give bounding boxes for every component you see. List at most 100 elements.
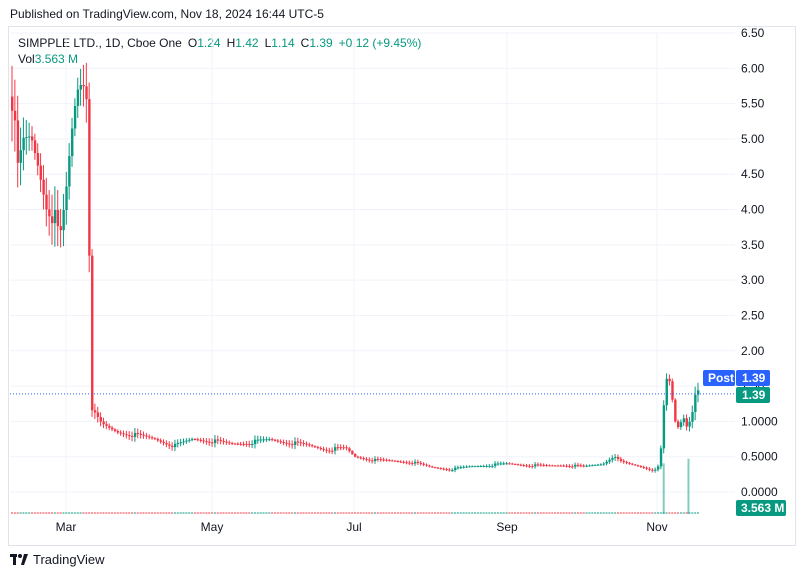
volume-bar (39, 512, 42, 514)
candle-body (622, 460, 626, 463)
candles (11, 62, 700, 473)
candle-body (242, 443, 245, 445)
candle-body (28, 136, 31, 138)
volume-bar (222, 512, 225, 514)
candle-body (531, 466, 534, 468)
candle-body (13, 110, 17, 121)
candle-body (111, 427, 114, 430)
candle-body (202, 440, 205, 442)
volume-bar (308, 512, 311, 514)
candle-body (508, 463, 511, 465)
volume-bar (494, 512, 497, 514)
candle-body (434, 467, 437, 469)
candle-body (659, 448, 663, 467)
volume-bar (296, 512, 299, 514)
volume-bar (539, 512, 542, 514)
volume-bar (634, 512, 637, 514)
candle-body (251, 444, 254, 446)
volume-bar (65, 512, 68, 514)
candle-body (322, 448, 325, 450)
volume-bar (279, 512, 282, 514)
candle-body (694, 394, 697, 413)
candle-body (414, 461, 417, 464)
candle-body (636, 465, 640, 467)
candle-body (599, 464, 603, 466)
volume-bar (519, 512, 522, 514)
candle-body (33, 140, 37, 154)
candle-body (534, 464, 537, 467)
candle-body (319, 447, 323, 449)
candle-body (648, 468, 651, 470)
volume-bar (299, 512, 302, 514)
candle-body (219, 440, 223, 442)
last-price-badge: 1.39 (736, 387, 770, 403)
volume-bar (136, 512, 139, 514)
candle-body (139, 433, 143, 435)
volume-bar (431, 512, 434, 514)
candle-body (436, 467, 440, 469)
candle-body (119, 432, 123, 434)
volume-bar (694, 512, 697, 514)
time-axis[interactable]: Mar May Jul Sep Nov (56, 520, 668, 534)
volume-bar (339, 512, 342, 514)
volume-bar (265, 512, 268, 514)
close-label: C (300, 36, 310, 50)
grid-lines (10, 32, 735, 514)
volume-bar (199, 512, 202, 514)
candle-body (42, 179, 45, 195)
volume-bar (608, 512, 611, 514)
candle-body (259, 439, 263, 441)
candle-body (196, 439, 200, 441)
volume-bar (514, 512, 517, 514)
volume-bar (282, 512, 285, 514)
candle-body (153, 438, 157, 440)
volume-bar (411, 512, 414, 514)
tradingview-logo[interactable]: TradingView (10, 552, 105, 567)
y-tick-label: 5.50 (741, 97, 765, 111)
candle-body (382, 459, 385, 461)
candle-body (634, 464, 637, 466)
candle-body (522, 465, 526, 467)
volume-bar (331, 512, 334, 514)
volume-bar (665, 512, 668, 514)
volume-bar (562, 512, 565, 514)
candle-body (528, 465, 531, 467)
candle-body (142, 434, 145, 436)
candle-body (208, 441, 211, 443)
volume-bar (159, 512, 162, 514)
volume-bar (619, 512, 622, 514)
volume-bar (679, 512, 682, 514)
volume-bar (185, 512, 188, 514)
y-tick-label: 4.50 (741, 167, 765, 181)
candle-body (542, 464, 546, 466)
candle-body (316, 447, 320, 449)
candle-body (651, 469, 654, 471)
volume-bar (468, 512, 471, 514)
candle-body (345, 447, 348, 449)
candle-body (351, 451, 354, 454)
price-axis[interactable]: 6.50 6.00 5.50 5.00 4.50 4.00 3.50 3.00 2.50 2.00… (741, 26, 778, 499)
candle-body (19, 150, 22, 163)
candle-body (451, 470, 454, 472)
volume-bar (388, 512, 391, 514)
candle-body (16, 120, 20, 163)
candle-body (273, 439, 277, 441)
volume-bar (496, 512, 499, 514)
volume-bar (302, 512, 305, 514)
candle-body (293, 441, 297, 445)
chart-frame[interactable] (8, 26, 796, 546)
volume-bar (145, 512, 148, 514)
candle-body (179, 442, 183, 444)
volume-bar (213, 512, 216, 514)
candle-body (376, 458, 380, 460)
volume-bar (482, 512, 485, 514)
candle-body (582, 465, 586, 467)
candle-body (168, 444, 171, 446)
volume-bar (205, 512, 208, 514)
volume-bar (671, 512, 674, 514)
volume-bar (376, 512, 379, 514)
y-tick-label: 2.00 (741, 344, 765, 358)
volume-bar (242, 512, 245, 514)
volume-bar (131, 512, 134, 514)
